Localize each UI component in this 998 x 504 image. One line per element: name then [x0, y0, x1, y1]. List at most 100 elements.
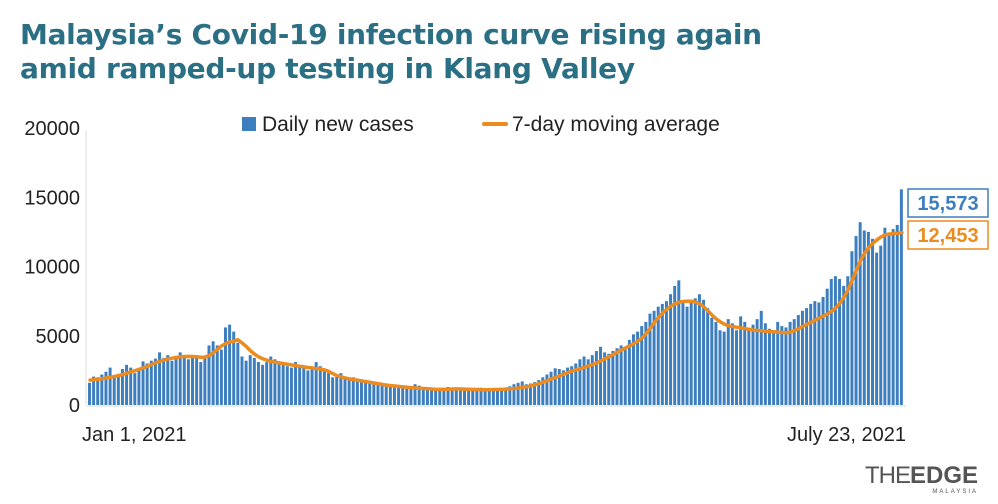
bar	[644, 321, 648, 405]
bar	[273, 359, 277, 405]
bar	[648, 313, 652, 405]
bar	[463, 390, 466, 405]
bar	[813, 301, 817, 406]
bar	[788, 321, 792, 405]
bar	[141, 361, 145, 405]
bar	[673, 285, 677, 405]
bar	[669, 294, 673, 405]
bar	[467, 389, 471, 405]
legend-swatch-bars	[242, 117, 256, 131]
bar	[549, 371, 553, 405]
bar	[842, 285, 846, 405]
bar	[545, 374, 549, 405]
bar	[215, 345, 219, 405]
bar	[347, 380, 351, 405]
legend-label-bars: Daily new cases	[262, 113, 414, 136]
bar	[149, 360, 153, 405]
bar	[281, 364, 285, 405]
bar	[327, 373, 330, 405]
bar	[681, 302, 685, 405]
bar	[706, 308, 710, 405]
moving-average-line	[88, 230, 904, 392]
bar	[714, 321, 718, 405]
bar	[145, 363, 149, 405]
bar	[566, 367, 570, 405]
bar	[430, 389, 434, 405]
bar	[677, 280, 681, 405]
bar	[211, 341, 215, 405]
bar-series	[88, 189, 903, 406]
bar	[413, 384, 417, 405]
bar	[322, 368, 326, 405]
bar	[664, 301, 668, 406]
bar	[203, 356, 207, 405]
bar	[228, 324, 232, 405]
end-label-line: 12,453	[907, 220, 989, 250]
bar	[850, 251, 854, 405]
bar	[817, 302, 821, 405]
bar	[170, 360, 174, 405]
bar	[879, 245, 883, 405]
bar	[718, 330, 722, 405]
bar	[603, 352, 607, 405]
bar	[697, 294, 701, 405]
bar	[611, 350, 615, 405]
bar	[401, 387, 405, 405]
bar	[768, 328, 771, 405]
bar	[256, 362, 260, 405]
bar	[496, 390, 499, 405]
bar	[475, 388, 479, 405]
bar	[186, 359, 190, 405]
bar	[524, 384, 528, 405]
bar	[821, 296, 825, 405]
bar	[570, 366, 574, 405]
bar	[306, 370, 310, 406]
bar	[244, 360, 248, 405]
logo-the: THE	[864, 462, 911, 489]
bar	[829, 278, 833, 405]
x-tick-label-start: Jan 1, 2021	[82, 424, 187, 446]
legend: Daily new cases 7-day moving average	[242, 113, 720, 136]
bar	[339, 373, 343, 405]
end-label-bars-value: 15,573	[917, 193, 978, 215]
y-tick-label: 5000	[36, 326, 81, 348]
bar	[310, 367, 314, 405]
bar	[500, 389, 504, 405]
bar	[483, 388, 487, 405]
bar	[739, 316, 743, 405]
bar	[652, 310, 656, 405]
bar	[207, 345, 211, 405]
bar	[191, 356, 194, 405]
bar	[252, 357, 256, 405]
bar	[438, 389, 442, 405]
y-tick-label: 10000	[24, 257, 80, 279]
bar	[120, 368, 124, 405]
end-label-line-box	[907, 220, 989, 250]
y-tick-label: 15000	[24, 187, 80, 209]
bar	[450, 388, 454, 405]
end-label-line-value: 12,453	[917, 225, 978, 247]
bar	[854, 236, 858, 405]
bar	[590, 355, 594, 405]
bar	[730, 323, 734, 405]
bar	[763, 323, 767, 405]
bar	[343, 377, 347, 405]
bar	[471, 389, 475, 405]
bar	[743, 321, 747, 405]
bar	[434, 389, 438, 405]
bar	[615, 348, 619, 405]
y-tick-label: 0	[69, 395, 80, 417]
bar	[219, 349, 223, 405]
bar	[883, 227, 887, 405]
bar	[726, 319, 730, 405]
bar	[491, 389, 495, 405]
bar	[129, 367, 133, 405]
bar	[372, 383, 376, 405]
bar	[265, 362, 269, 405]
bar	[623, 349, 627, 405]
bar	[108, 367, 112, 405]
bar	[838, 278, 842, 405]
bar	[776, 321, 780, 405]
bar	[376, 382, 380, 405]
